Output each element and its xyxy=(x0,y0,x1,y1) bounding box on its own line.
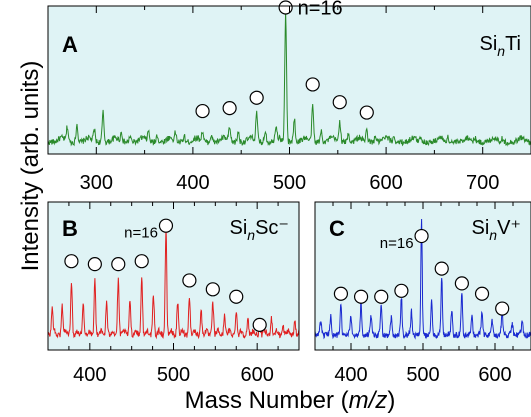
panel-a-species-base: Si xyxy=(479,33,497,55)
panel-a-species-tail: Ti xyxy=(505,33,521,55)
panel-c-tick-label-400: 400 xyxy=(334,364,367,386)
panel-b-n16-label: n=16 xyxy=(124,225,158,242)
panel-a-background xyxy=(48,6,531,154)
panel-c-peak-marker-5 xyxy=(414,228,429,244)
panel-a-tick-label-600: 600 xyxy=(369,172,402,194)
panel-c-species-base: Si xyxy=(472,217,490,239)
panel-b-letter: B xyxy=(62,216,78,241)
panel-a-species-label: SinTi xyxy=(479,33,521,59)
panel-b-tick-label-500: 500 xyxy=(157,364,190,386)
panel-c: n=16 C SinV⁺ 400 500 600 xyxy=(314,201,531,386)
panel-b-peak-marker-7 xyxy=(205,282,220,297)
panel-a-letter: A xyxy=(62,32,78,57)
panel-b-peak-marker-5 xyxy=(158,218,174,233)
panel-b-peak-marker-1 xyxy=(64,254,79,269)
panel-c-peak-marker-9 xyxy=(495,301,510,316)
panel-a-tick-label-700: 700 xyxy=(466,172,499,194)
panel-c-peak-marker-8 xyxy=(474,286,490,301)
panel-a-tick-label-500: 500 xyxy=(273,172,306,194)
panel-c-peak-marker-6 xyxy=(434,261,449,276)
panel-b-spectrum-trace xyxy=(48,226,299,340)
panel-c-peak-marker-2 xyxy=(353,289,369,304)
panel-b-peak-marker-2 xyxy=(87,257,102,272)
x-axis-label: Mass Number (m/z) xyxy=(185,387,396,414)
panel-b-peak-marker-9 xyxy=(252,317,267,332)
panel-c-species-label: SinV⁺ xyxy=(472,217,522,243)
x-axis-label-prefix: Mass Number ( xyxy=(185,387,349,414)
panel-a-peak-marker-2 xyxy=(222,101,237,116)
panel-b-species-base: Si xyxy=(230,217,248,239)
panel-b-peak-marker-4 xyxy=(134,254,149,269)
panel-b: n=16 B SinSc⁻ 400 500 600 xyxy=(47,201,300,386)
panel-b-peak-marker-6 xyxy=(182,273,197,288)
panel-a-n16-label: n=16 xyxy=(298,0,343,19)
panel-b-peak-marker-3 xyxy=(111,257,126,272)
panel-a-peak-marker-7 xyxy=(359,105,374,120)
panel-b-species-subscript: n xyxy=(247,227,255,243)
panel-c-peak-marker-1 xyxy=(333,286,349,301)
panel-b-peak-marker-8 xyxy=(229,289,244,304)
panel-a-peak-marker-5 xyxy=(305,77,320,92)
panel-a-spectrum-trace xyxy=(48,11,531,147)
y-axis-label: Intensity (arb. units) xyxy=(17,61,44,272)
panel-c-n16-label: n=16 xyxy=(380,235,414,252)
panel-b-tick-label-400: 400 xyxy=(73,364,106,386)
panel-c-species-subscript: n xyxy=(489,227,497,243)
panel-c-tick-label-600: 600 xyxy=(478,364,511,386)
panel-c-letter: C xyxy=(329,216,345,241)
panel-a-species-subscript: n xyxy=(497,43,505,59)
panel-a-tick-label-400: 400 xyxy=(176,172,209,194)
panel-a-peak-marker-1 xyxy=(195,103,210,119)
x-axis-label-italic: m/z xyxy=(349,387,388,414)
panel-c-peak-marker-3 xyxy=(374,289,389,304)
panel-c-spectrum-trace xyxy=(315,218,531,340)
panel-a-peak-marker-3 xyxy=(249,90,264,105)
panel-c-peak-marker-4 xyxy=(394,283,409,298)
panel-a-tick-label-300: 300 xyxy=(80,172,113,194)
panel-a: n=16 A SinTi 300 400 500 600 700 xyxy=(47,0,531,194)
panel-a-peak-marker-6 xyxy=(332,95,347,110)
panel-c-species-tail: V⁺ xyxy=(497,217,521,239)
panel-a-peak-marker-4 xyxy=(278,0,293,15)
panel-c-tick-label-500: 500 xyxy=(406,364,439,386)
panel-b-species-tail: Sc⁻ xyxy=(255,217,289,239)
panel-c-peak-marker-7 xyxy=(454,276,469,291)
panel-b-tick-label-600: 600 xyxy=(240,364,273,386)
x-axis-label-suffix: ) xyxy=(387,387,395,414)
panel-b-species-label: SinSc⁻ xyxy=(230,217,290,243)
